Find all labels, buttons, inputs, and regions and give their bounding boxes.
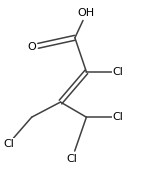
Text: Cl: Cl xyxy=(113,112,124,122)
Text: Cl: Cl xyxy=(3,139,14,149)
Text: O: O xyxy=(27,42,36,52)
Text: OH: OH xyxy=(78,8,95,18)
Text: Cl: Cl xyxy=(67,154,77,164)
Text: Cl: Cl xyxy=(113,67,124,77)
